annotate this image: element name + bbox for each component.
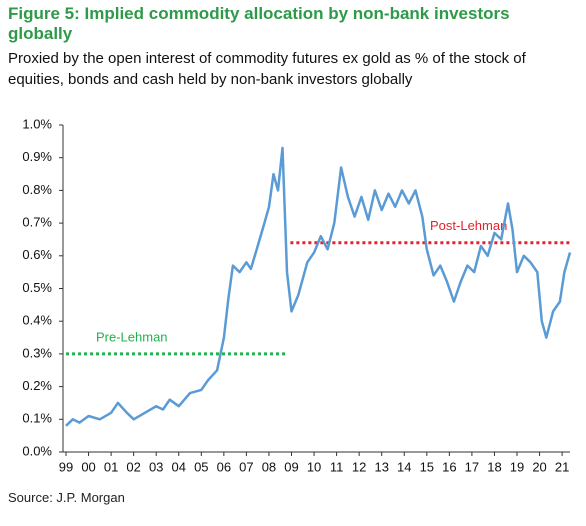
y-tick-label: 0.0% (22, 443, 52, 458)
source: Source: J.P. Morgan (8, 490, 125, 505)
x-tick-label: 18 (487, 459, 501, 474)
y-tick-label: 0.7% (22, 215, 52, 230)
x-tick-label: 14 (397, 459, 411, 474)
y-tick-label: 0.3% (22, 345, 52, 360)
x-tick-label: 03 (149, 459, 163, 474)
x-tick-label: 12 (352, 459, 366, 474)
y-tick-label: 0.1% (22, 411, 52, 426)
x-tick-label: 07 (239, 459, 253, 474)
reference-label: Post-Lehman (430, 218, 507, 233)
x-tick-label: 09 (284, 459, 298, 474)
y-tick-label: 0.8% (22, 182, 52, 197)
y-tick-label: 1.0% (22, 116, 52, 131)
x-tick-label: 02 (126, 459, 140, 474)
x-tick-label: 13 (374, 459, 388, 474)
x-tick-label: 16 (442, 459, 456, 474)
x-tick-label: 17 (465, 459, 479, 474)
x-tick-label: 21 (555, 459, 569, 474)
y-tick-label: 0.4% (22, 313, 52, 328)
x-tick-label: 06 (217, 459, 231, 474)
x-tick-label: 15 (420, 459, 434, 474)
chart-subtitle: Proxied by the open interest of commodit… (8, 50, 526, 88)
data-line (65, 146, 572, 427)
chart-title: Figure 5: Implied commodity allocation b… (8, 4, 510, 43)
y-tick-label: 0.5% (22, 280, 52, 295)
x-tick-label: 10 (307, 459, 321, 474)
y-tick-label: 0.6% (22, 247, 52, 262)
x-tick-label: 99 (59, 459, 73, 474)
x-tick-label: 11 (330, 459, 344, 474)
x-tick-label: 20 (532, 459, 546, 474)
x-tick-label: 08 (262, 459, 276, 474)
x-tick-label: 01 (104, 459, 118, 474)
x-tick-label: 05 (194, 459, 208, 474)
x-tick-label: 00 (81, 459, 95, 474)
x-tick-label: 19 (510, 459, 524, 474)
x-tick-label: 04 (172, 459, 186, 474)
reference-label: Pre-Lehman (96, 329, 168, 344)
y-tick-label: 0.9% (22, 149, 52, 164)
y-tick-label: 0.2% (22, 378, 52, 393)
